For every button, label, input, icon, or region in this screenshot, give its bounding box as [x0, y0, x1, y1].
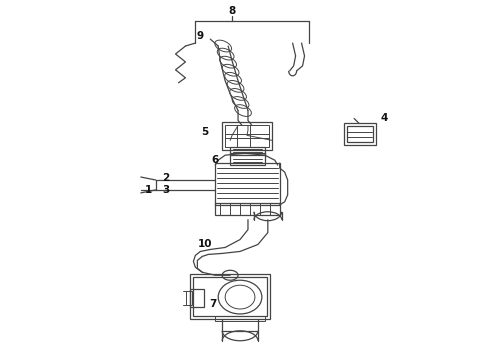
Bar [187, 291, 193, 305]
Bar [194, 277, 267, 316]
Bar [347, 126, 373, 142]
Text: 5: 5 [202, 127, 209, 138]
Bar [191, 289, 204, 307]
Text: 2: 2 [162, 173, 169, 183]
Text: 6: 6 [212, 155, 219, 165]
Bar [230, 147, 265, 155]
Bar [222, 122, 272, 150]
Text: 3: 3 [162, 185, 169, 195]
Bar [215, 316, 265, 321]
Bar [191, 274, 270, 319]
Bar [215, 203, 280, 215]
Text: 1: 1 [145, 185, 152, 195]
Text: 9: 9 [197, 31, 204, 41]
Bar [215, 163, 280, 205]
Text: 4: 4 [380, 113, 388, 123]
Text: 7: 7 [210, 299, 217, 309]
Bar [344, 123, 376, 145]
Bar [230, 153, 265, 165]
Bar [225, 125, 269, 147]
Text: 8: 8 [228, 6, 236, 16]
Text: 10: 10 [198, 239, 213, 249]
